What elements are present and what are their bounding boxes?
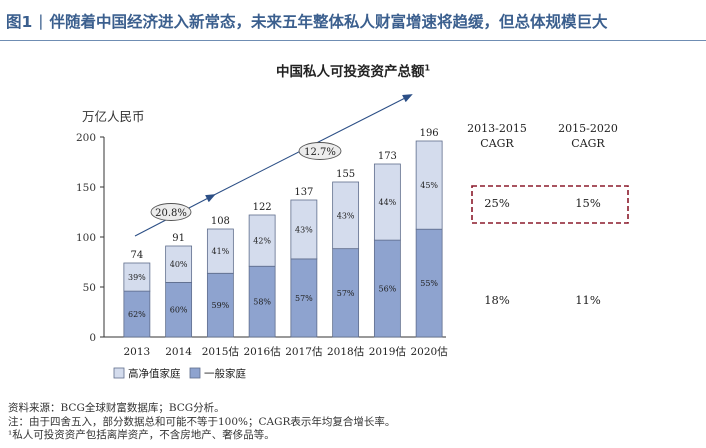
bar-label-general: 59% — [211, 301, 229, 310]
footnote-note: 注：由于四舍五入，部分数据总和可能不等于100%；CAGR表示年均复合增长率。 — [8, 415, 396, 428]
y-tick-label: 0 — [89, 332, 96, 344]
cagr-value-general: 11% — [575, 293, 601, 307]
bar-total-label: 173 — [378, 151, 397, 162]
cagr-bubble-label-2015-2020: 12.7% — [304, 147, 336, 158]
header-separator: | — [38, 12, 44, 30]
bar-total-label: 91 — [172, 233, 185, 244]
bar-label-general: 55% — [420, 279, 438, 288]
footnotes: 资料来源：BCG全球财富数据库；BCG分析。 注：由于四舍五入，部分数据总和可能… — [8, 402, 395, 443]
bar-label-high-net-worth: 43% — [295, 225, 313, 234]
bar-label-high-net-worth: 40% — [170, 260, 188, 269]
bar-label-high-net-worth: 41% — [211, 247, 229, 256]
x-tick-label: 2020估 — [411, 345, 449, 358]
y-tick-label: 150 — [76, 182, 96, 194]
chart-title: 中国私人可投资资产总额1 — [275, 63, 431, 81]
figure-title: 伴随着中国经济进入新常态，未来五年整体私人财富增速将趋缓，但总体规模巨大 — [49, 13, 608, 31]
bar-label-general: 57% — [337, 289, 355, 298]
cagr-column-subheader: CAGR — [480, 137, 514, 150]
bar-label-high-net-worth: 39% — [128, 273, 146, 282]
cagr-column-header: 2013-2015 — [467, 122, 527, 135]
bar-segment-high-net-worth — [248, 214, 276, 267]
bar-total-label: 108 — [211, 216, 230, 227]
bar-total-label: 155 — [336, 169, 355, 180]
cagr-bubble-2015-2020 — [298, 142, 342, 160]
bar-segment-general — [206, 272, 234, 338]
bar-label-general: 56% — [378, 285, 396, 294]
x-tick-label: 2019估 — [369, 345, 407, 358]
bar-total-label: 137 — [294, 187, 313, 198]
cagr-value-high-net-worth: 15% — [575, 196, 601, 210]
bar-segment-high-net-worth — [206, 228, 234, 274]
cagr-column-header: 2015-2020 — [558, 122, 618, 135]
bar-label-general: 62% — [128, 310, 146, 319]
bar-label-general: 58% — [253, 298, 271, 307]
bar-segment-general — [165, 281, 193, 338]
bar-label-general: 60% — [170, 306, 188, 315]
x-tick-label: 2016估 — [244, 345, 282, 358]
cagr-bubble-label-2013-2015: 20.8% — [155, 208, 187, 219]
figure-label: 图1 — [6, 13, 33, 31]
legend-swatch-general — [189, 367, 201, 379]
bar-segment-high-net-worth — [373, 163, 401, 241]
bar-label-high-net-worth: 44% — [378, 198, 396, 207]
y-tick-label: 50 — [83, 282, 96, 294]
bar-segment-general — [415, 228, 443, 338]
chart-title-footnote-mark: 1 — [424, 63, 431, 73]
header-rule — [0, 40, 706, 41]
cagr-column-subheader: CAGR — [571, 137, 605, 150]
bar-segment-high-net-worth — [123, 262, 151, 292]
figure-header: 图1 | 伴随着中国经济进入新常态，未来五年整体私人财富增速将趋缓，但总体规模巨… — [6, 8, 608, 34]
cagr-value-general: 18% — [484, 293, 510, 307]
bar-segment-general — [290, 258, 318, 338]
cagr-bubble-2013-2015 — [150, 203, 192, 221]
legend-label-general: 一般家庭 — [204, 367, 246, 380]
y-tick-label: 200 — [76, 132, 96, 144]
bar-segment-high-net-worth — [332, 181, 360, 250]
bar-label-high-net-worth: 45% — [420, 181, 438, 190]
cagr-value-high-net-worth: 25% — [484, 196, 510, 210]
bar-label-high-net-worth: 43% — [337, 211, 355, 220]
bar-segment-general — [373, 239, 401, 338]
x-tick-label: 2018估 — [327, 345, 365, 358]
bar-total-label: 196 — [420, 128, 439, 139]
bar-label-high-net-worth: 42% — [253, 237, 271, 246]
x-tick-label: 2015估 — [202, 345, 240, 358]
bar-total-label: 122 — [253, 202, 272, 213]
bar-total-label: 74 — [131, 250, 144, 261]
bar-segment-high-net-worth — [290, 199, 318, 260]
bar-segment-high-net-worth — [415, 140, 443, 230]
legend-swatch-high-net-worth — [113, 367, 125, 379]
bar-segment-high-net-worth — [165, 245, 193, 283]
x-tick-label: 2017估 — [285, 345, 323, 358]
footnote-source: 资料来源：BCG全球财富数据库；BCG分析。 — [8, 402, 225, 414]
bar-segment-general — [123, 290, 151, 338]
legend-label-high-net-worth: 高净值家庭 — [128, 367, 181, 380]
bar-label-general: 57% — [295, 294, 313, 303]
y-tick-label: 100 — [76, 232, 96, 244]
bar-segment-general — [248, 265, 276, 338]
y-axis-label: 万亿人民币 — [82, 109, 145, 124]
footnote-1: ¹私人可投资资产包括离岸资产，不含房地产、奢侈品等。 — [8, 429, 275, 441]
x-tick-label: 2014 — [165, 346, 192, 358]
x-tick-label: 2013 — [124, 346, 151, 358]
